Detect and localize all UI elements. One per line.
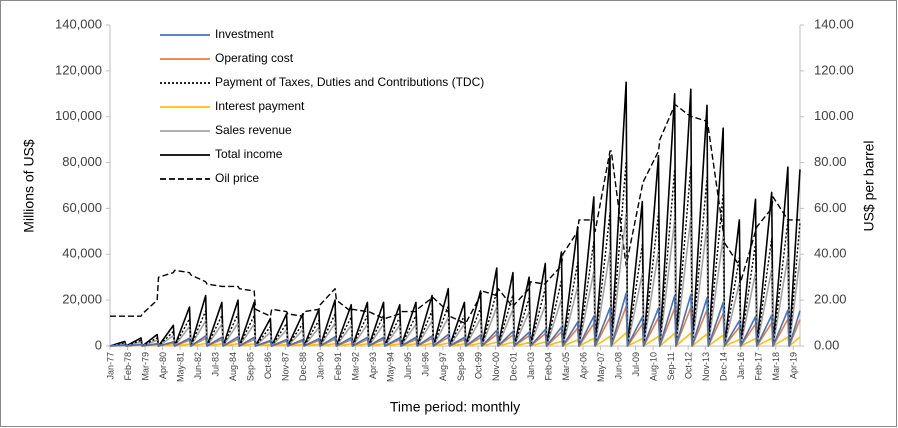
x-tick-label: Apr-80: [158, 352, 168, 379]
y-axis-title: Millions of US$: [21, 139, 37, 233]
x-tick-label: Nov-00: [491, 352, 501, 381]
x-tick-label: Dec-14: [719, 352, 729, 381]
y2-tick-label: 0.00: [814, 337, 839, 352]
x-tick-label: Nov-13: [701, 352, 711, 381]
y2-tick-label: 120.00: [814, 62, 854, 77]
x-tick-label: Jun-08: [613, 352, 623, 380]
y-tick-label: 20,000: [62, 292, 102, 307]
series-line: [109, 292, 801, 347]
x-tick-label: Jun-82: [193, 352, 203, 380]
legend-label: Sales revenue: [215, 123, 292, 137]
series-line: [110, 104, 800, 324]
x-tick-label: Aug-10: [648, 352, 658, 381]
x-tick-label: Sep-85: [246, 352, 256, 381]
x-tick-label: Jul-09: [631, 352, 641, 377]
x-tick-label: Feb-78: [123, 352, 133, 381]
x-tick-label: Jun-95: [403, 352, 413, 380]
x-tick-label: Feb-17: [754, 352, 764, 381]
y2-axis-title: US$ per barrel: [861, 140, 877, 231]
x-tick-label: Jan-77: [105, 352, 115, 380]
x-tick-label: Oct-86: [263, 352, 273, 379]
x-tick-label: May-07: [596, 352, 606, 382]
x-tick-label: Aug-84: [228, 352, 238, 381]
x-tick-label: Mar-79: [140, 352, 150, 381]
x-tick-label: Sep-98: [456, 352, 466, 381]
y2-tick-label: 60.00: [814, 200, 847, 215]
y-tick-label: 100,000: [55, 108, 102, 123]
x-tick-label: Aug-97: [438, 352, 448, 381]
x-tick-label: Apr-06: [578, 352, 588, 379]
x-tick-label: Mar-92: [351, 352, 361, 381]
x-tick-label: Jul-83: [210, 352, 220, 377]
legend-label: Total income: [215, 147, 283, 161]
y-tick-label: 80,000: [62, 154, 102, 169]
y-tick-label: 120,000: [55, 62, 102, 77]
y-tick-label: 40,000: [62, 246, 102, 261]
y2-tick-label: 80.00: [814, 154, 847, 169]
y2-tick-label: 140.00: [814, 16, 854, 31]
legend-label: Payment of Taxes, Duties and Contributio…: [215, 75, 484, 89]
legend-label: Investment: [215, 27, 274, 41]
x-tick-label: Nov-87: [281, 352, 291, 381]
y2-tick-label: 100.00: [814, 108, 854, 123]
x-tick-label: May-94: [386, 352, 396, 382]
legend-label: Oil price: [215, 171, 259, 185]
x-tick-label: Jul-96: [421, 352, 431, 377]
y2-tick-label: 20.00: [814, 292, 847, 307]
x-tick-label: May-81: [175, 352, 185, 382]
x-tick-label: Jan-90: [316, 352, 326, 380]
x-tick-label: Dec-01: [508, 352, 518, 381]
y2-tick-label: 40.00: [814, 246, 847, 261]
x-tick-label: Oct-12: [684, 352, 694, 379]
x-tick-label: Sep-11: [666, 352, 676, 380]
y-tick-label: 140,000: [55, 16, 102, 31]
x-tick-label: Apr-19: [789, 352, 799, 379]
x-axis-title: Time period: monthly: [390, 399, 520, 415]
x-tick-label: Feb-91: [333, 352, 343, 381]
x-tick-label: Feb-04: [543, 352, 553, 381]
x-tick-label: Dec-88: [298, 352, 308, 381]
series-line: [109, 81, 801, 347]
x-tick-label: Jan-16: [736, 352, 746, 380]
x-tick-label: Mar-18: [771, 352, 781, 381]
x-tick-label: Mar-05: [561, 352, 571, 381]
legend-label: Interest payment: [215, 99, 305, 113]
y-tick-label: 60,000: [62, 200, 102, 215]
x-tick-label: Oct-99: [473, 352, 483, 379]
legend-label: Operating cost: [215, 51, 294, 65]
x-tick-label: Apr-93: [368, 352, 378, 379]
y-tick-label: 0: [95, 337, 102, 352]
x-tick-label: Jan-03: [526, 352, 536, 380]
